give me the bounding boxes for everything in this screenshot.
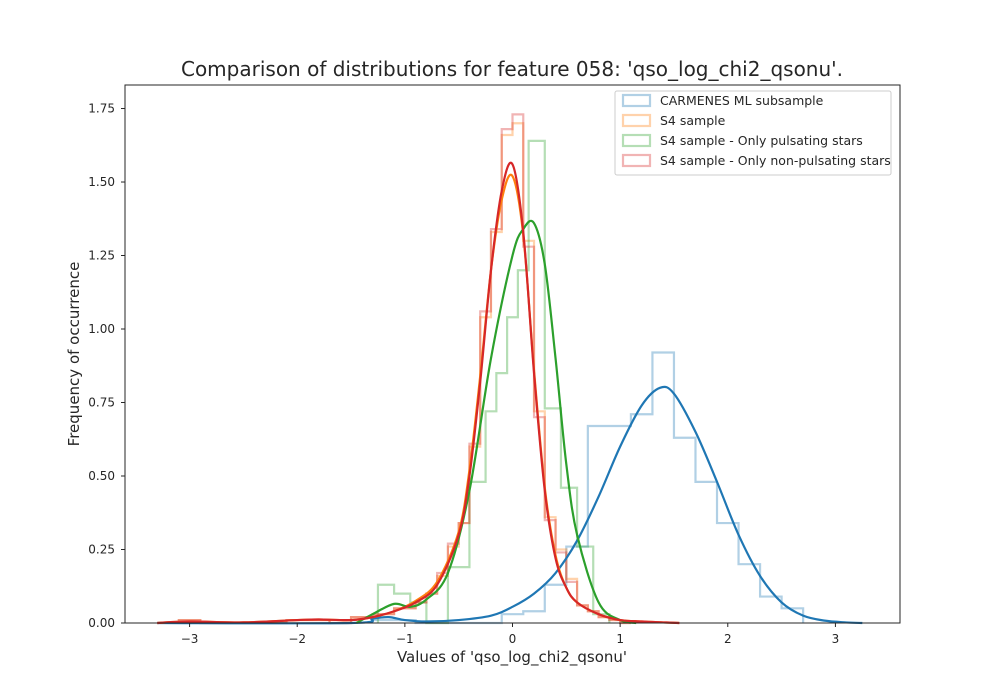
legend: CARMENES ML subsample S4 sample S4 sample … bbox=[614, 90, 892, 176]
legend-swatch-carmenes-ml-subsample bbox=[621, 93, 652, 108]
x-tick-label: 0 bbox=[509, 632, 517, 646]
legend-swatch-s4-sample bbox=[621, 113, 652, 128]
legend-label-s4-sample: S4 sample bbox=[660, 113, 726, 128]
y-axis-ticks: 0.00 0.25 0.50 0.75 1.00 1.25 1.50 1.75 bbox=[88, 102, 125, 630]
y-tick-label: 1.25 bbox=[88, 249, 115, 263]
x-tick-label: −3 bbox=[181, 632, 199, 646]
y-axis-label: Frequency of occurrence bbox=[65, 262, 83, 447]
histogram-carmenes-ml-subsample bbox=[371, 351, 805, 625]
histograms bbox=[177, 113, 805, 625]
plot-area bbox=[157, 113, 863, 625]
x-axis-label: Values of 'qso_log_chi2_qsonu' bbox=[397, 648, 627, 667]
kde-s4-sample bbox=[157, 173, 680, 625]
x-tick-label: −1 bbox=[396, 632, 414, 646]
legend-label-s4-sample-only-non-pulsating-stars: S4 sample - Only non-pulsating stars bbox=[660, 153, 891, 168]
kde-carmenes-ml-subsample bbox=[157, 385, 863, 625]
chart-title: Comparison of distributions for feature … bbox=[181, 57, 843, 81]
x-tick-label: −2 bbox=[288, 632, 306, 646]
x-axis-ticks: −3 −2 −1 0 1 2 3 bbox=[181, 623, 840, 646]
kde-curves bbox=[157, 161, 863, 625]
y-tick-label: 0.00 bbox=[88, 616, 115, 630]
histogram-s4-sample-only-pulsating-stars bbox=[376, 139, 611, 625]
y-tick-label: 1.50 bbox=[88, 175, 115, 189]
y-tick-label: 0.50 bbox=[88, 469, 115, 483]
histogram-s4-sample-only-non-pulsating-stars bbox=[177, 113, 631, 625]
y-tick-label: 0.75 bbox=[88, 396, 115, 410]
y-tick-label: 0.25 bbox=[88, 543, 115, 557]
histogram-s4-sample bbox=[177, 122, 631, 625]
legend-label-carmenes-ml-subsample: CARMENES ML subsample bbox=[660, 93, 824, 108]
legend-label-s4-sample-only-pulsating-stars: S4 sample - Only pulsating stars bbox=[660, 133, 863, 148]
kde-s4-sample-only-non-pulsating-stars bbox=[157, 161, 680, 625]
y-tick-label: 1.75 bbox=[88, 102, 115, 116]
x-tick-label: 3 bbox=[832, 632, 840, 646]
kde-s4-sample-only-pulsating-stars bbox=[355, 219, 637, 625]
x-tick-label: 1 bbox=[616, 632, 624, 646]
legend-swatch-s4-sample-only-pulsating-stars bbox=[621, 133, 652, 148]
legend-box bbox=[614, 90, 892, 176]
legend-swatch-s4-sample-only-non-pulsating-stars bbox=[621, 153, 652, 168]
y-tick-label: 1.00 bbox=[88, 322, 115, 336]
x-tick-label: 2 bbox=[724, 632, 732, 646]
